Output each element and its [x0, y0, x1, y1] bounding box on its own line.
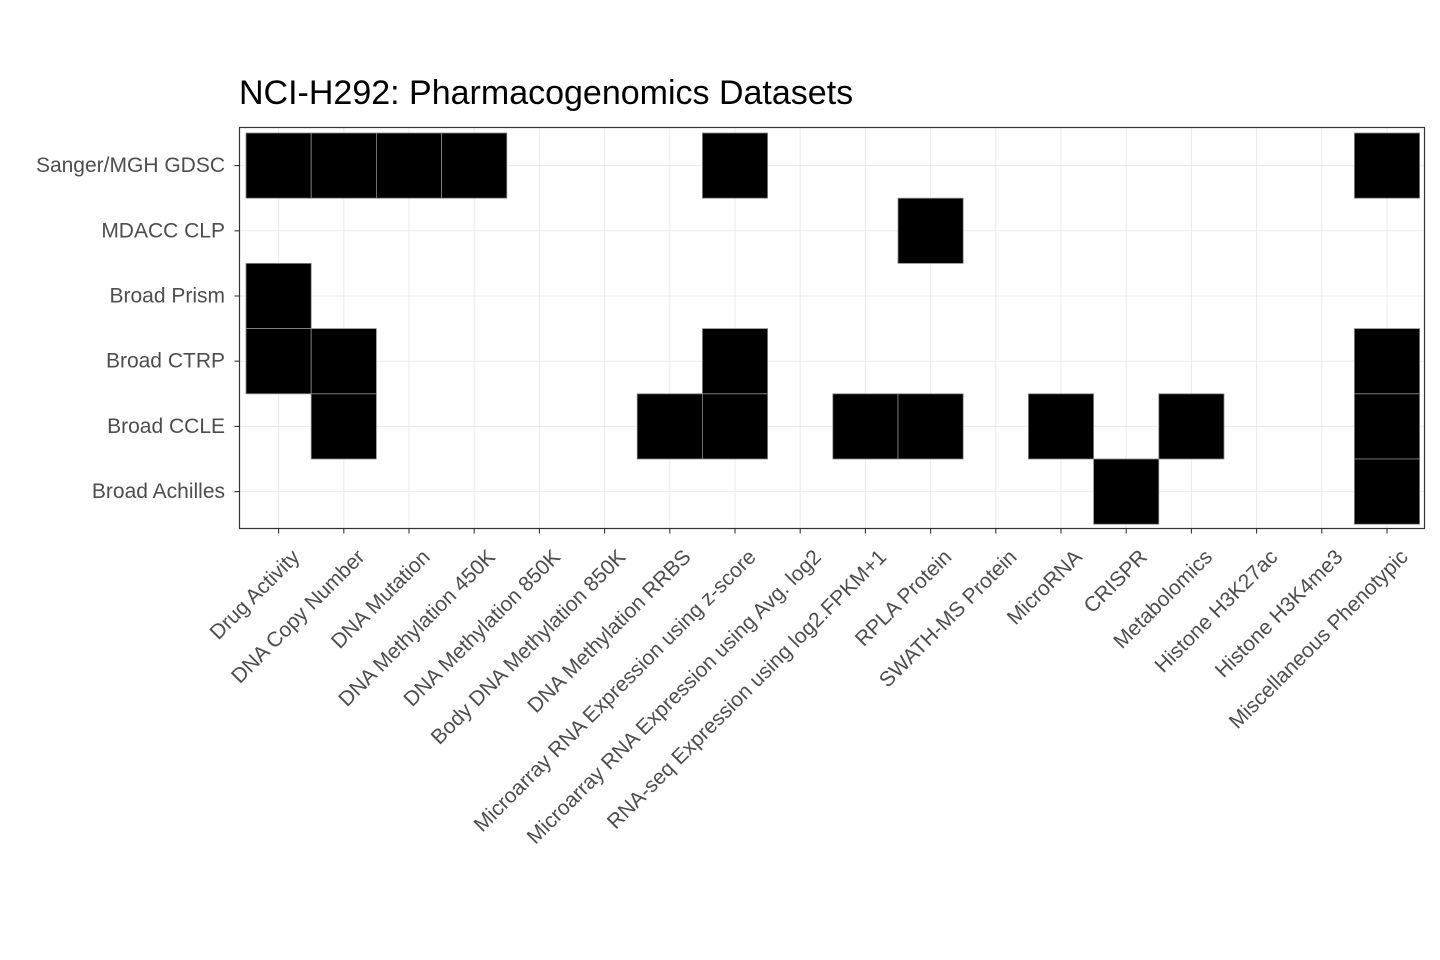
x-axis-tick-marks — [278, 528, 1388, 534]
heatmap-tile — [310, 132, 377, 199]
heatmap-tile — [375, 132, 442, 199]
y-tick-label: Broad CTRP — [106, 350, 225, 373]
heatmap-tile — [1093, 458, 1160, 525]
heatmap-tile — [245, 132, 312, 199]
heatmap-tile — [636, 393, 703, 460]
heatmap-tile — [832, 393, 899, 460]
y-tick-label: Broad Achilles — [92, 480, 225, 503]
y-axis-tick-marks — [234, 165, 240, 493]
y-tick-label: Broad CCLE — [107, 415, 225, 438]
y-axis-labels: Sanger/MGH GDSC MDACC CLP Broad Prism Broad… — [36, 154, 225, 503]
heatmap-tile — [245, 262, 312, 329]
heatmap-tile — [1354, 132, 1421, 199]
heatmap-tile — [897, 393, 964, 460]
heatmap-tile — [1354, 393, 1421, 460]
heatmap-tile — [897, 197, 964, 264]
heatmap-tile — [702, 393, 769, 460]
heatmap-tile — [702, 328, 769, 395]
panel-border — [238, 126, 1426, 530]
heatmap-tile — [1354, 458, 1421, 525]
heatmap-tile — [310, 393, 377, 460]
heatmap-tiles — [245, 132, 1421, 525]
y-tick-label: Broad Prism — [109, 285, 225, 308]
y-tick-label: MDACC CLP — [101, 219, 225, 242]
heatmap-tile — [1028, 393, 1095, 460]
x-tick-label: Histone H3K27ac — [1150, 545, 1282, 677]
heatmap-tile — [441, 132, 508, 199]
chart-title: NCI-H292: Pharmacogenomics Datasets — [239, 74, 853, 112]
heatmap-tile — [1158, 393, 1225, 460]
heatmap-tile — [245, 328, 312, 395]
heatmap-tile — [702, 132, 769, 199]
heatmap-tile — [1354, 328, 1421, 395]
y-tick-label: Sanger/MGH GDSC — [36, 154, 225, 177]
heatmap-tile — [310, 328, 377, 395]
